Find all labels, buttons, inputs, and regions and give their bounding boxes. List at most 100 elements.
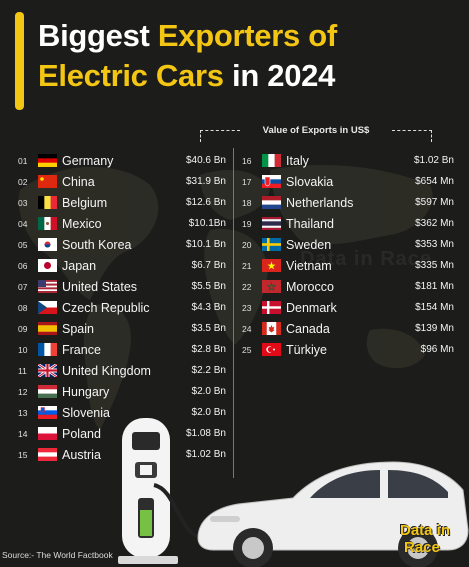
rank-number: 06 bbox=[18, 260, 28, 271]
export-value: $12.6 Bn bbox=[185, 197, 226, 208]
export-value: $96 Mn bbox=[420, 344, 454, 355]
column-divider bbox=[233, 148, 234, 478]
table-row: 04 Mexico $10.1Bn bbox=[18, 213, 226, 234]
ev-charging-illustration bbox=[118, 418, 469, 567]
charging-station-icon bbox=[118, 418, 209, 564]
morocco-flag bbox=[262, 280, 281, 293]
country-name: Italy bbox=[286, 153, 309, 168]
export-value: $2.0 Bn bbox=[191, 407, 226, 418]
country-name: Poland bbox=[62, 426, 101, 441]
rank-number: 08 bbox=[18, 302, 28, 313]
country-name: Slovakia bbox=[286, 174, 334, 189]
country-name: Netherlands bbox=[286, 195, 354, 210]
page-title: Biggest Exporters of Electric Cars in 20… bbox=[38, 16, 458, 96]
france-flag bbox=[38, 343, 57, 356]
table-row: 14 Poland $1.08 Bn bbox=[18, 423, 226, 444]
rank-number: 09 bbox=[18, 323, 28, 334]
netherlands-flag bbox=[262, 196, 281, 209]
rank-number: 19 bbox=[242, 218, 252, 229]
value-caption-text: Value of Exports in US$ bbox=[262, 125, 370, 136]
spain-flag bbox=[38, 322, 57, 335]
rank-number: 03 bbox=[18, 197, 28, 208]
table-row: 12 Hungary $2.0 Bn bbox=[18, 381, 226, 402]
country-name: Belgium bbox=[62, 195, 108, 210]
export-value: $2.8 Bn bbox=[191, 344, 226, 355]
title-accent-bar bbox=[15, 12, 24, 110]
belgium-flag bbox=[38, 196, 57, 209]
czech-republic-flag bbox=[38, 301, 57, 314]
rank-number: 11 bbox=[18, 365, 27, 376]
title-line1-highlight: Exporters of bbox=[157, 18, 337, 53]
japan-flag bbox=[38, 259, 57, 272]
export-value: $1.02 Bn bbox=[413, 155, 454, 166]
table-row: 01 Germany $40.6 Bn bbox=[18, 150, 226, 171]
table-row: 25 Türkiye $96 Mn bbox=[242, 339, 454, 360]
germany-flag bbox=[38, 154, 57, 167]
rank-number: 25 bbox=[242, 344, 252, 355]
country-name: Denmark bbox=[286, 300, 337, 315]
united-states-flag bbox=[38, 280, 57, 293]
country-name: Mexico bbox=[62, 216, 102, 231]
table-row: 10 France $2.8 Bn bbox=[18, 339, 226, 360]
country-name: Spain bbox=[62, 321, 94, 336]
country-name: Japan bbox=[62, 258, 97, 273]
country-name: France bbox=[62, 342, 101, 357]
electric-car-icon bbox=[197, 461, 469, 567]
export-value: $2.2 Bn bbox=[191, 365, 226, 376]
country-name: China bbox=[62, 174, 95, 189]
export-value: $5.5 Bn bbox=[191, 281, 226, 292]
table-row: 15 Austria $1.02 Bn bbox=[18, 444, 226, 465]
poland-flag bbox=[38, 427, 57, 440]
table-row: 21 Vietnam $335 Mn bbox=[242, 255, 454, 276]
ranking-column-right: 16 Italy $1.02 Bn 17 Slovakia $654 Mn 18 Nether… bbox=[242, 150, 454, 360]
title-line2-suffix: in 2024 bbox=[232, 58, 336, 93]
vietnam-flag bbox=[262, 259, 281, 272]
country-name: Türkiye bbox=[286, 342, 327, 357]
export-value: $353 Mn bbox=[415, 239, 454, 250]
table-row: 05 South Korea $10.1 Bn bbox=[18, 234, 226, 255]
table-row: 07 United States $5.5 Bn bbox=[18, 276, 226, 297]
export-value: $3.5 Bn bbox=[191, 323, 226, 334]
rank-number: 24 bbox=[242, 323, 252, 334]
slovakia-flag bbox=[262, 175, 281, 188]
table-row: 24 Canada $139 Mn bbox=[242, 318, 454, 339]
ranking-column-left: 01 Germany $40.6 Bn 02 China $31.9 Bn 03 Belgiu… bbox=[18, 150, 226, 465]
export-value: $654 Mn bbox=[415, 176, 454, 187]
rank-number: 21 bbox=[242, 260, 252, 271]
austria-flag bbox=[38, 448, 57, 461]
thailand-flag bbox=[262, 217, 281, 230]
south-korea-flag bbox=[38, 238, 57, 251]
country-name: Sweden bbox=[286, 237, 332, 252]
rank-number: 10 bbox=[18, 344, 28, 355]
export-value: $40.6 Bn bbox=[185, 155, 226, 166]
rank-number: 05 bbox=[18, 239, 28, 250]
export-value: $335 Mn bbox=[415, 260, 454, 271]
table-row: 02 China $31.9 Bn bbox=[18, 171, 226, 192]
rank-number: 01 bbox=[18, 155, 28, 166]
export-value: $597 Mn bbox=[415, 197, 454, 208]
country-name: Canada bbox=[286, 321, 330, 336]
country-name: Slovenia bbox=[62, 405, 110, 420]
export-value: $6.7 Bn bbox=[191, 260, 226, 271]
china-flag bbox=[38, 175, 57, 188]
table-row: 23 Denmark $154 Mn bbox=[242, 297, 454, 318]
export-value: $362 Mn bbox=[415, 218, 454, 229]
table-row: 09 Spain $3.5 Bn bbox=[18, 318, 226, 339]
canada-flag bbox=[262, 322, 281, 335]
table-row: 22 Morocco $181 Mn bbox=[242, 276, 454, 297]
rank-number: 14 bbox=[18, 428, 28, 439]
rank-number: 02 bbox=[18, 176, 28, 187]
title-line1-prefix: Biggest bbox=[38, 18, 150, 53]
country-name: Hungary bbox=[62, 384, 110, 399]
logo-line2: Race bbox=[404, 539, 440, 556]
table-row: 16 Italy $1.02 Bn bbox=[242, 150, 454, 171]
table-row: 08 Czech Republic $4.3 Bn bbox=[18, 297, 226, 318]
rank-number: 18 bbox=[242, 197, 252, 208]
rank-number: 20 bbox=[242, 239, 252, 250]
country-name: Vietnam bbox=[286, 258, 332, 273]
country-name: Czech Republic bbox=[62, 300, 150, 315]
rank-number: 16 bbox=[242, 155, 252, 166]
country-name: Germany bbox=[62, 153, 114, 168]
logo-line1: Data in bbox=[400, 522, 451, 539]
export-value: $1.08 Bn bbox=[185, 428, 226, 439]
